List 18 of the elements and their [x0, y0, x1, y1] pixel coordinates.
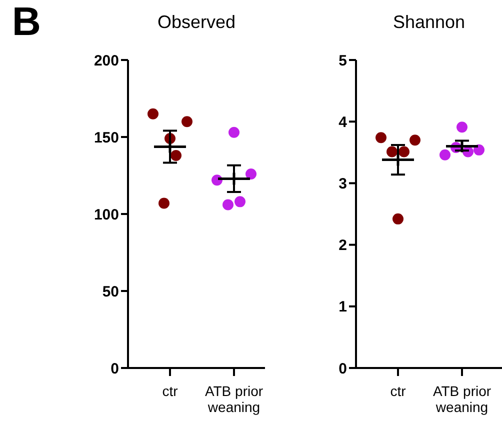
y-tick-label: 3 — [338, 176, 347, 193]
y-tick-label: 0 — [110, 360, 119, 378]
chart-title: Shannon — [392, 12, 466, 33]
y-tick-label: 50 — [102, 283, 119, 300]
y-tick-label: 2 — [338, 237, 347, 254]
text: B — [12, 0, 41, 45]
y-tick-label: 150 — [94, 129, 119, 146]
x-tick-label: ATB prior weaning — [204, 383, 264, 415]
y-tick-label: 0 — [338, 360, 347, 378]
y-tick-label: 4 — [338, 114, 348, 131]
x-tick-label: ctr — [390, 383, 406, 399]
y-tick-label: 200 — [94, 52, 119, 70]
y-tick-label: 5 — [338, 52, 347, 70]
x-tick-label: ATB prior weaning — [432, 383, 492, 415]
y-tick-label: 100 — [94, 206, 119, 224]
x-tick-label: ctr — [162, 383, 178, 399]
y-tick-label: 1 — [338, 298, 347, 316]
chart-title: Observed — [156, 12, 237, 33]
